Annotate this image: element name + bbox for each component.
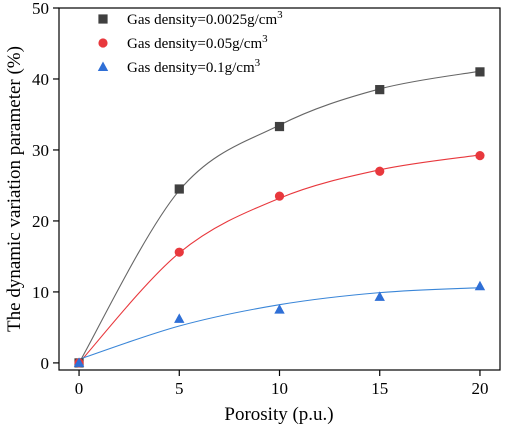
fit-curves [78, 70, 481, 364]
data-point-series-3 [174, 313, 185, 323]
legend: Gas density=0.0025g/cm3 Gas density=0.05g… [97, 9, 283, 76]
x-tick-label: 15 [371, 379, 388, 398]
data-point-series-1 [274, 121, 285, 132]
y-tick-label: 20 [32, 212, 49, 231]
data-point-series-2 [375, 166, 385, 176]
y-axis-label: The dynamic variation parameter (%) [4, 46, 25, 332]
x-tick-label: 20 [471, 379, 488, 398]
data-point-series-2 [274, 191, 285, 201]
axes: 0 5 10 15 20 0 10 20 30 40 50 [32, 0, 488, 398]
fit-curve-series-3 [78, 287, 480, 360]
legend-marker-2 [98, 38, 108, 48]
legend-marker-3 [97, 61, 109, 71]
data-point-series-1 [174, 184, 184, 194]
data-point-series-2 [174, 247, 184, 257]
data-points [73, 67, 486, 368]
plot-frame [58, 7, 501, 371]
data-point-series-3 [474, 280, 486, 291]
x-axis-label: Porosity (p.u.) [224, 404, 333, 425]
fit-curve-series-2 [78, 154, 481, 364]
y-tick-label: 50 [32, 0, 49, 18]
data-point-series-3 [274, 304, 285, 314]
y-tick-label: 0 [41, 354, 50, 373]
data-point-series-3 [374, 291, 385, 301]
data-point-series-2 [475, 151, 485, 161]
y-tick-label: 30 [32, 141, 49, 160]
data-point-series-1 [375, 85, 385, 95]
x-tick-label: 5 [175, 379, 184, 398]
legend-label-3: Gas density=0.1g/cm3 [127, 57, 261, 76]
y-tick-label: 10 [32, 283, 49, 302]
x-tick-label: 0 [75, 379, 84, 398]
data-point-series-3 [73, 357, 85, 367]
x-tick-label: 10 [271, 379, 288, 398]
y-tick-label: 40 [32, 70, 49, 89]
fit-curve-series-1 [78, 70, 481, 364]
legend-marker-1 [98, 14, 108, 24]
legend-label-1: Gas density=0.0025g/cm3 [127, 9, 283, 28]
legend-label-2: Gas density=0.05g/cm3 [127, 33, 268, 52]
data-point-series-1 [475, 67, 485, 77]
